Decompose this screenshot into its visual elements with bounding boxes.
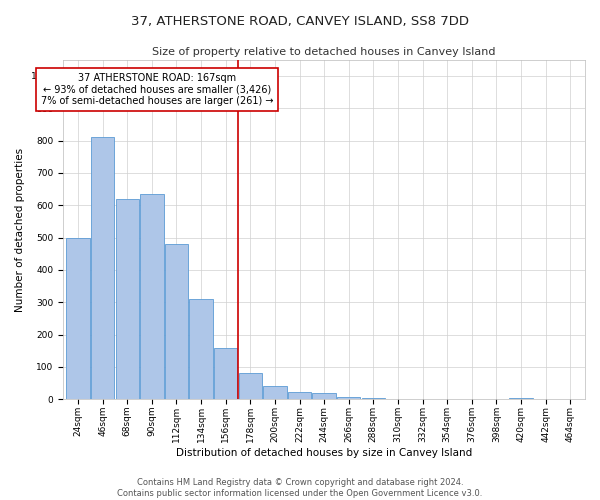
- Bar: [337, 396, 361, 400]
- Bar: [140, 194, 164, 400]
- Bar: [91, 138, 115, 400]
- Text: 37 ATHERSTONE ROAD: 167sqm
← 93% of detached houses are smaller (3,426)
7% of se: 37 ATHERSTONE ROAD: 167sqm ← 93% of deta…: [41, 72, 273, 106]
- Bar: [165, 244, 188, 400]
- Bar: [288, 392, 311, 400]
- X-axis label: Distribution of detached houses by size in Canvey Island: Distribution of detached houses by size …: [176, 448, 472, 458]
- Bar: [263, 386, 287, 400]
- Text: 37, ATHERSTONE ROAD, CANVEY ISLAND, SS8 7DD: 37, ATHERSTONE ROAD, CANVEY ISLAND, SS8 …: [131, 15, 469, 28]
- Bar: [386, 398, 410, 400]
- Y-axis label: Number of detached properties: Number of detached properties: [15, 148, 25, 312]
- Bar: [239, 374, 262, 400]
- Title: Size of property relative to detached houses in Canvey Island: Size of property relative to detached ho…: [152, 48, 496, 58]
- Bar: [362, 398, 385, 400]
- Bar: [67, 238, 90, 400]
- Bar: [116, 199, 139, 400]
- Bar: [190, 299, 213, 400]
- Bar: [313, 394, 336, 400]
- Bar: [509, 398, 533, 400]
- Text: Contains HM Land Registry data © Crown copyright and database right 2024.
Contai: Contains HM Land Registry data © Crown c…: [118, 478, 482, 498]
- Bar: [214, 348, 238, 400]
